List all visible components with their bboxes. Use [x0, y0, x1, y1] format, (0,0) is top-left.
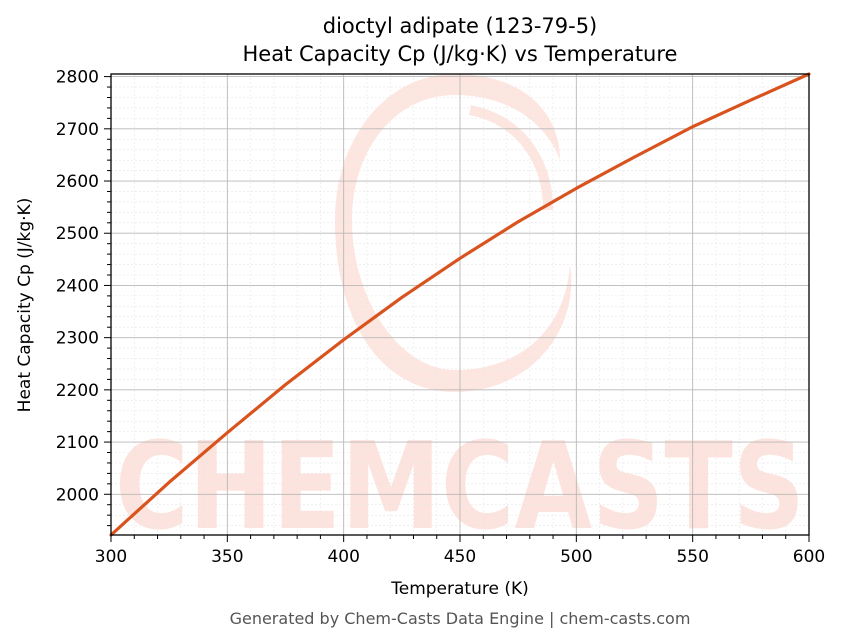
- y-tick-label: 2100: [56, 433, 99, 453]
- x-tick-label: 500: [560, 547, 592, 567]
- y-tick-label: 2700: [56, 120, 99, 140]
- x-tick-label: 350: [211, 547, 243, 567]
- x-tick-label: 400: [327, 547, 359, 567]
- y-axis: 2000 2100 2200 2300 2400 2500 2600 2700 2800: [56, 68, 111, 527]
- y-tick-label: 2300: [56, 329, 99, 349]
- footer-credit: Generated by Chem-Casts Data Engine | ch…: [230, 609, 691, 628]
- x-axis: 300 350 400 450 500 550 600: [95, 535, 825, 567]
- y-tick-label: 2500: [56, 224, 99, 244]
- y-axis-label: Heat Capacity Cp (J/kg·K): [15, 198, 35, 413]
- x-tick-label: 300: [95, 547, 127, 567]
- series-line-cp: [109, 72, 811, 537]
- chart-title-line-2: Heat Capacity Cp (J/kg·K) vs Temperature: [243, 42, 678, 66]
- x-axis-label: Temperature (K): [390, 579, 529, 599]
- chart-title-line-1: dioctyl adipate (123-79-5): [323, 14, 598, 38]
- x-tick-label: 600: [793, 547, 825, 567]
- y-tick-label: 2800: [56, 68, 99, 88]
- watermark-swirl-stroke: [468, 105, 553, 211]
- y-tick-label: 2400: [56, 276, 99, 296]
- y-tick-label: 2200: [56, 381, 99, 401]
- y-tick-label: 2000: [56, 485, 99, 505]
- y-tick-label: 2600: [56, 172, 99, 192]
- x-tick-label: 550: [676, 547, 708, 567]
- x-tick-label: 450: [444, 547, 476, 567]
